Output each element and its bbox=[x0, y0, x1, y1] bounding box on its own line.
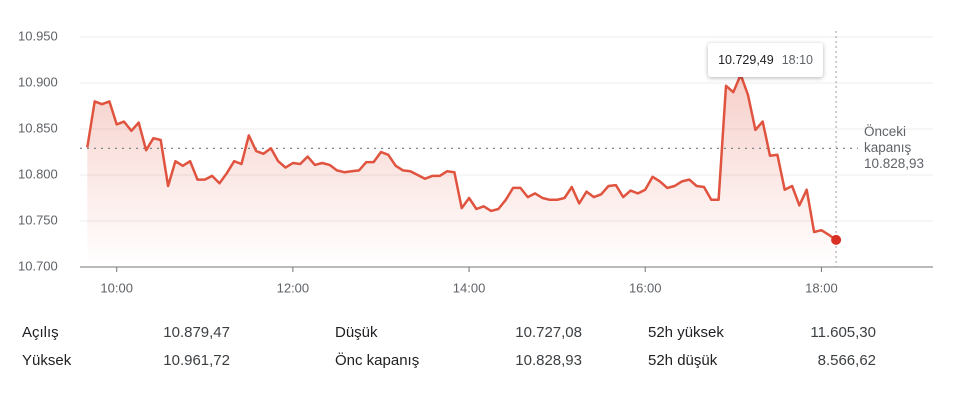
stat-label: Önc kapanış bbox=[335, 352, 420, 369]
previous-close-annotation: Önceki kapanış 10.828,93 bbox=[864, 124, 944, 172]
tooltip-value: 10.729,49 bbox=[718, 53, 774, 67]
x-tick-label: 10:00 bbox=[100, 280, 133, 295]
x-tick-label: 14:00 bbox=[453, 280, 486, 295]
y-tick-label: 10.900 bbox=[18, 74, 58, 89]
previous-close-label: Önceki kapanış bbox=[864, 124, 912, 155]
y-tick-label: 10.700 bbox=[18, 258, 58, 273]
line bbox=[86, 73, 837, 241]
tooltip-time: 18:10 bbox=[781, 53, 813, 67]
x-tick-label: 12:00 bbox=[277, 280, 310, 295]
stat-value: 10.879,47 bbox=[163, 324, 230, 341]
stat-label: Düşük bbox=[335, 324, 378, 341]
y-tick-label: 10.950 bbox=[18, 28, 58, 43]
y-tick-label: 10.800 bbox=[18, 166, 58, 181]
y-tick-label: 10.750 bbox=[18, 212, 58, 227]
stat-label: Açılış bbox=[22, 324, 59, 341]
tooltip: 10.729,49 18:10 bbox=[708, 43, 823, 77]
stat-value: 10.828,93 bbox=[515, 352, 582, 369]
stat-label: 52h düşük bbox=[648, 352, 718, 369]
previous-close-value: 10.828,93 bbox=[864, 156, 925, 171]
y-tick-label: 10.850 bbox=[18, 120, 58, 135]
x-tick-label: 16:00 bbox=[629, 280, 662, 295]
stat-value: 8.566,62 bbox=[817, 352, 876, 369]
stat-label: 52h yüksek bbox=[648, 324, 724, 341]
stat-value: 10.727,08 bbox=[515, 324, 582, 341]
stat-value: 11.605,30 bbox=[810, 324, 876, 341]
area bbox=[87, 74, 837, 267]
stat-value: 10.961,72 bbox=[163, 352, 230, 369]
last-point bbox=[831, 234, 842, 245]
x-tick-label: 18:00 bbox=[805, 280, 838, 295]
chart: 10.700 10.750 10.800 10.850 10.900 10.950 10:0… bbox=[18, 28, 933, 295]
stat-label: Yüksek bbox=[22, 352, 72, 369]
